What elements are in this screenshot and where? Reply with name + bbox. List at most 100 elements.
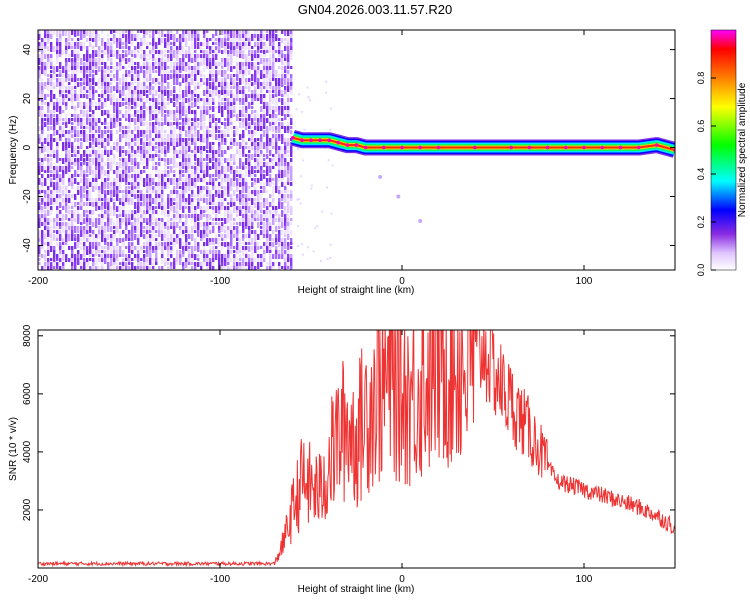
- noise-cell: [119, 142, 122, 149]
- noise-cell: [176, 70, 179, 76]
- noise-cell: [47, 142, 50, 148]
- noise-cell: [215, 30, 218, 36]
- noise-cell: [80, 214, 83, 221]
- noise-cell: [41, 38, 44, 44]
- noise-cell: [44, 122, 47, 127]
- noise-cell: [38, 242, 41, 247]
- noise-cell: [92, 122, 95, 127]
- noise-cell: [218, 222, 221, 228]
- noise-cell: [65, 214, 68, 220]
- noise-cell: [275, 178, 278, 182]
- noise-cell: [47, 162, 50, 169]
- noise-cell: [86, 246, 89, 253]
- noise-cell: [119, 170, 122, 176]
- noise-cell: [161, 190, 164, 195]
- noise-cell: [71, 86, 74, 93]
- noise-cell: [284, 158, 287, 163]
- noise-cell: [80, 126, 83, 129]
- noise-cell: [107, 190, 110, 195]
- noise-cell: [149, 98, 152, 101]
- noise-cell: [257, 66, 260, 73]
- noise-cell: [140, 82, 143, 89]
- noise-cell: [89, 134, 92, 141]
- noise-cell: [194, 86, 197, 92]
- noise-cell: [245, 146, 248, 149]
- snr-x-label: Height of straight line (km): [298, 584, 415, 595]
- noise-cell: [98, 154, 101, 161]
- noise-cell: [143, 114, 146, 120]
- noise-cell: [116, 86, 119, 93]
- noise-cell: [206, 130, 209, 134]
- noise-cell: [104, 254, 107, 261]
- noise-cell: [281, 82, 284, 87]
- noise-cell: [176, 138, 179, 142]
- noise-cell: [182, 66, 185, 71]
- noise-cell: [197, 194, 200, 197]
- noise-cell: [251, 102, 254, 105]
- noise-cell: [95, 62, 98, 68]
- noise-cell: [92, 198, 95, 204]
- noise-cell: [128, 130, 131, 133]
- noise-cell: [89, 258, 92, 261]
- noise-cell: [137, 194, 140, 201]
- noise-cell: [149, 122, 152, 129]
- noise-cell: [86, 214, 89, 219]
- noise-cell: [188, 242, 191, 245]
- ridge-point: [382, 145, 386, 150]
- noise-cell: [254, 118, 257, 121]
- noise-cell: [179, 86, 182, 93]
- noise-cell: [257, 190, 260, 195]
- noise-cell: [125, 198, 128, 205]
- noise-cell: [149, 42, 152, 45]
- noise-cell: [146, 202, 149, 208]
- noise-cell: [158, 38, 161, 45]
- noise-cell: [65, 54, 68, 57]
- noise-cell: [101, 230, 104, 236]
- noise-cell: [41, 142, 44, 148]
- noise-cell: [62, 90, 65, 93]
- noise-cell: [266, 198, 269, 205]
- noise-cell: [110, 258, 113, 263]
- noise-cell: [209, 90, 212, 95]
- noise-cell: [215, 206, 218, 213]
- noise-cell: [275, 38, 278, 41]
- noise-cell: [203, 38, 206, 41]
- noise-cell: [137, 102, 140, 107]
- noise-cell: [47, 230, 50, 237]
- noise-cell: [266, 154, 269, 159]
- noise-cell: [41, 254, 44, 258]
- noise-cell: [137, 170, 140, 175]
- noise-cell: [164, 186, 167, 189]
- noise-cell: [194, 138, 197, 144]
- noise-cell: [89, 170, 92, 175]
- noise-cell: [203, 50, 206, 54]
- noise-cell: [212, 250, 215, 257]
- noise-cell: [98, 254, 101, 257]
- noise-cell: [182, 186, 185, 192]
- noise-cell: [113, 114, 116, 119]
- noise-cell: [137, 178, 140, 184]
- noise-cell: [65, 130, 68, 134]
- noise-cell: [275, 162, 278, 166]
- noise-cell: [59, 62, 62, 66]
- noise-cell: [218, 230, 221, 233]
- noise-cell: [221, 202, 224, 208]
- noise-cell: [200, 62, 203, 66]
- noise-cell: [107, 114, 110, 118]
- noise-cell: [152, 34, 155, 38]
- noise-cell: [176, 202, 179, 209]
- noise-cell: [248, 30, 251, 36]
- noise-cell: [41, 158, 44, 164]
- noise-cell: [161, 234, 164, 241]
- noise-cell: [227, 42, 230, 49]
- noise-cell: [134, 50, 137, 57]
- noise-cell: [50, 190, 53, 195]
- noise-cell: [47, 38, 50, 44]
- noise-cell: [83, 58, 86, 61]
- noise-cell: [149, 158, 152, 161]
- noise-cell: [149, 110, 152, 115]
- noise-cell: [182, 182, 185, 186]
- noise-cell: [254, 138, 257, 145]
- noise-cell: [167, 70, 170, 77]
- noise-cell: [50, 62, 53, 66]
